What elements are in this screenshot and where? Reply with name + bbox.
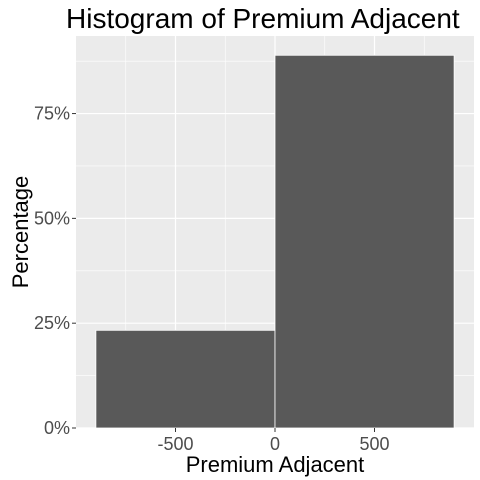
histogram-bars — [95, 54, 455, 429]
histogram-bar-1 — [95, 329, 276, 429]
x-tick-label: 0 — [270, 434, 280, 454]
y-tick-label: 75% — [34, 104, 70, 124]
y-tick-label: 25% — [34, 313, 70, 333]
y-axis-ticks: 0% 25% 50% 75% — [34, 104, 76, 438]
x-tick-label: -500 — [157, 434, 193, 454]
y-tick-label: 0% — [44, 418, 70, 438]
x-tick-label: 500 — [359, 434, 389, 454]
y-tick-label: 50% — [34, 208, 70, 228]
chart-title: Histogram of Premium Adjacent — [66, 3, 460, 34]
histogram-bar-2 — [274, 54, 455, 429]
x-axis-title: Premium Adjacent — [186, 452, 365, 477]
x-axis-ticks: -500 0 500 — [157, 428, 390, 454]
y-axis-title: Percentage — [8, 176, 33, 289]
